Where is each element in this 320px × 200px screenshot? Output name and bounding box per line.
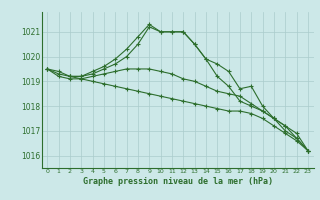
X-axis label: Graphe pression niveau de la mer (hPa): Graphe pression niveau de la mer (hPa) [83,177,273,186]
